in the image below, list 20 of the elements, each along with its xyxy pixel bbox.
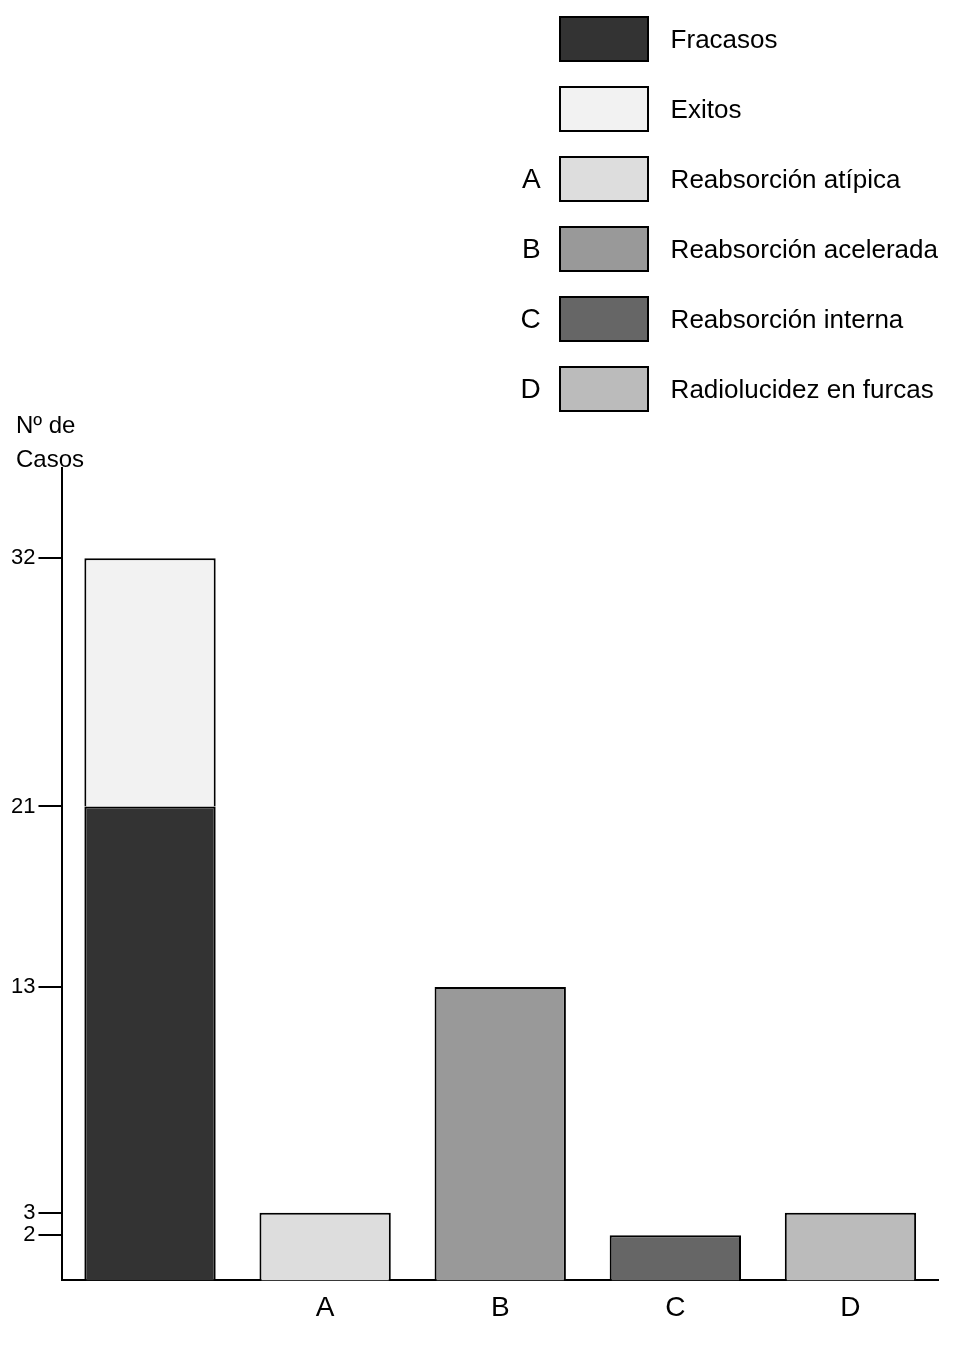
legend-label: Reabsorción atípica (670, 163, 902, 195)
category-label: D (520, 373, 541, 404)
y-tick-label: 21 (10, 792, 36, 818)
legend-label: Fracasos (670, 23, 779, 55)
legend-label: Exitos (670, 93, 743, 125)
y-axis-title: Nº de Casos (16, 410, 86, 474)
legend-label: Reabsorción interna (670, 303, 905, 335)
x-tick-label: B (490, 1290, 510, 1322)
x-tick-label: A (315, 1290, 335, 1322)
x-tick-label: C (665, 1290, 686, 1322)
y-tick-label: 13 (10, 973, 36, 999)
category-label: C (520, 303, 541, 334)
category-label: B (521, 233, 541, 264)
legend-label: Radiolucidez en furcas (670, 373, 935, 405)
legend-label: Reabsorción acelerada (670, 233, 938, 265)
y-tick-label: 3 (23, 1198, 36, 1224)
y-tick-label: 2 (23, 1221, 36, 1247)
x-tick-label: D (840, 1290, 861, 1322)
category-label: A (521, 163, 541, 194)
y-tick-label: 32 (10, 544, 36, 570)
